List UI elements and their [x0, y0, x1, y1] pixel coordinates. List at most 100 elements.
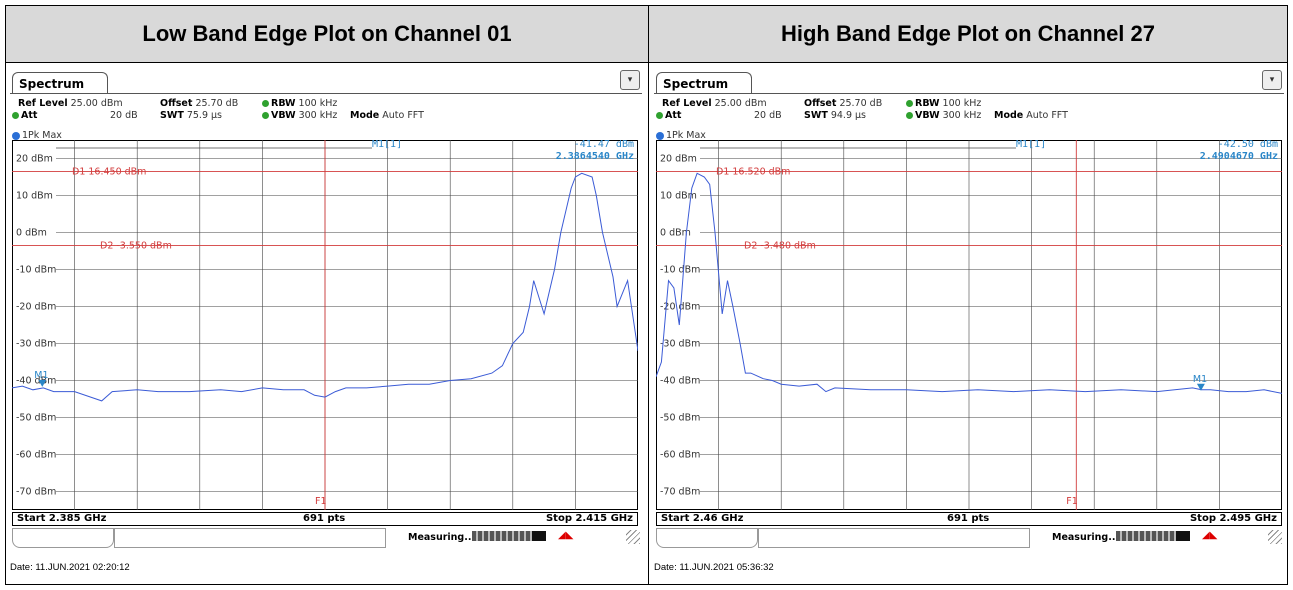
status-field[interactable]	[12, 528, 114, 548]
display-line-label: D2 -3.550 dBm	[100, 241, 172, 252]
tab-bar: Spectrum ▾	[654, 66, 1284, 94]
status-message-field[interactable]	[114, 528, 386, 548]
rs-logo-icon: ◢◣	[1202, 530, 1218, 541]
att-value: 20 dB	[110, 110, 138, 121]
mode-label: Mode	[994, 110, 1024, 121]
marker-readout-frequency: 2.3864540 GHz	[556, 151, 634, 162]
display-config-icon[interactable]: ▾	[1262, 70, 1282, 90]
resize-grip-icon[interactable]	[1268, 530, 1282, 544]
panel-title: Low Band Edge Plot on Channel 01	[6, 6, 648, 63]
y-tick-label: 0 dBm	[660, 228, 691, 239]
ref-level-label: Ref Level	[662, 98, 712, 109]
trace-line	[656, 172, 1282, 394]
tab-spectrum[interactable]: Spectrum	[656, 72, 752, 94]
measuring-status: Measuring...	[408, 532, 476, 543]
date-stamp: Date: 11.JUN.2021 05:36:32	[654, 562, 774, 573]
progress-bar	[472, 531, 546, 541]
swt-value: 94.9 µs	[830, 110, 867, 121]
att-label: Att	[665, 110, 682, 121]
marker-readout-level: -42.50 dBm	[1218, 140, 1278, 150]
ref-level-value: 25.00 dBm	[714, 98, 767, 109]
y-tick-label: 0 dBm	[16, 228, 47, 239]
trace-icon	[12, 131, 20, 140]
spectrum-screenshot: Spectrum ▾ Ref Level 25.00 dBm Offset 25…	[10, 66, 642, 582]
y-tick-label: 10 dBm	[660, 191, 697, 202]
settings-header: Ref Level 25.00 dBm Offset 25.70 dB RBW …	[654, 98, 1284, 128]
rbw-value: 100 kHz	[298, 98, 338, 109]
date-stamp: Date: 11.JUN.2021 02:20:12	[10, 562, 130, 573]
trace-label: 1Pk Max	[12, 130, 62, 141]
y-tick-label: -10 dBm	[16, 265, 56, 276]
ref-level-label: Ref Level	[18, 98, 68, 109]
display-line-label: D2 -3.480 dBm	[744, 240, 816, 251]
rs-logo-icon: ◢◣	[558, 530, 574, 541]
trace-icon	[656, 131, 664, 140]
offset-value: 25.70 dB	[839, 98, 883, 109]
display-line-label: D1 16.450 dBm	[72, 167, 146, 178]
marker-label: M1	[34, 370, 48, 381]
att-label: Att	[21, 110, 38, 121]
y-tick-label: -10 dBm	[660, 265, 700, 276]
y-tick-label: -50 dBm	[16, 413, 56, 424]
marker-readout-level: -41.47 dBm	[574, 140, 634, 150]
spectrum-plot-svg: 20 dBm 10 dBm 0 dBm -10 dBm -20 dBm -30 dBm -4…	[12, 140, 638, 510]
status-field[interactable]	[656, 528, 758, 548]
rbw-value: 100 kHz	[942, 98, 982, 109]
frequency-axis-bar: Start 2.385 GHz 691 pts Stop 2.415 GHz	[12, 512, 638, 526]
marker-readout-label: M1[1]	[1016, 140, 1046, 150]
mode-value: Auto FFT	[382, 110, 424, 121]
left-panel: Low Band Edge Plot on Channel 01 Spectru…	[6, 6, 649, 584]
spectrum-screenshot: Spectrum ▾ Ref Level 25.00 dBm Offset 25…	[654, 66, 1284, 582]
y-tick-label: -70 dBm	[16, 487, 56, 498]
spectrum-plot: 20 dBm 10 dBm 0 dBm -10 dBm -20 dBm -30 dBm -4…	[12, 140, 638, 510]
vbw-status-icon	[262, 112, 269, 119]
vbw-label: VBW	[271, 110, 296, 121]
marker-label: M1	[1193, 374, 1207, 385]
resize-grip-icon[interactable]	[626, 530, 640, 544]
frequency-axis-bar: Start 2.46 GHz 691 pts Stop 2.495 GHz	[656, 512, 1282, 526]
trace-label: 1Pk Max	[656, 130, 706, 141]
att-status-icon	[656, 112, 663, 119]
att-status-icon	[12, 112, 19, 119]
swt-value: 75.9 µs	[186, 110, 223, 121]
offset-value: 25.70 dB	[195, 98, 239, 109]
ref-level-value: 25.00 dBm	[70, 98, 123, 109]
vbw-status-icon	[906, 112, 913, 119]
progress-bar	[1116, 531, 1190, 541]
display-config-icon[interactable]: ▾	[620, 70, 640, 90]
y-tick-label: -30 dBm	[16, 339, 56, 350]
y-tick-label: -60 dBm	[16, 450, 56, 461]
tab-spectrum[interactable]: Spectrum	[12, 72, 108, 94]
y-tick-label: -40 dBm	[660, 376, 700, 387]
swt-label: SWT	[160, 110, 184, 121]
frequency-line-label: F1	[1066, 496, 1078, 507]
panel-title: High Band Edge Plot on Channel 27	[649, 6, 1287, 63]
marker-readout-label: M1[1]	[372, 140, 402, 150]
vbw-value: 300 kHz	[298, 110, 338, 121]
vbw-label: VBW	[915, 110, 940, 121]
marker-readout-frequency: 2.4904670 GHz	[1200, 151, 1278, 162]
status-message-field[interactable]	[758, 528, 1030, 548]
trace-label-text: 1Pk Max	[666, 130, 706, 141]
stop-frequency: Stop 2.495 GHz	[1189, 513, 1277, 524]
tab-bar: Spectrum ▾	[10, 66, 642, 94]
start-frequency: Start 2.46 GHz	[661, 513, 744, 524]
att-value: 20 dB	[754, 110, 782, 121]
status-bar: Measuring... ◢◣	[10, 528, 642, 548]
trace-line	[12, 172, 638, 402]
trace-label-text: 1Pk Max	[22, 130, 62, 141]
rbw-label: RBW	[271, 98, 296, 109]
points-count: 691 pts	[947, 513, 990, 524]
spectrum-plot-svg: 20 dBm 10 dBm 0 dBm -10 dBm -20 dBm -30 dBm -4…	[656, 140, 1282, 510]
y-tick-label: 20 dBm	[660, 154, 697, 165]
vbw-value: 300 kHz	[942, 110, 982, 121]
y-tick-label: -30 dBm	[660, 339, 700, 350]
frequency-line-label: F1	[315, 496, 327, 507]
mode-value: Auto FFT	[1026, 110, 1068, 121]
rbw-status-icon	[906, 100, 913, 107]
mode-label: Mode	[350, 110, 380, 121]
y-tick-label: -40 dBm	[16, 376, 56, 387]
rbw-label: RBW	[915, 98, 940, 109]
measuring-status: Measuring...	[1052, 532, 1120, 543]
y-tick-label: 10 dBm	[16, 191, 53, 202]
